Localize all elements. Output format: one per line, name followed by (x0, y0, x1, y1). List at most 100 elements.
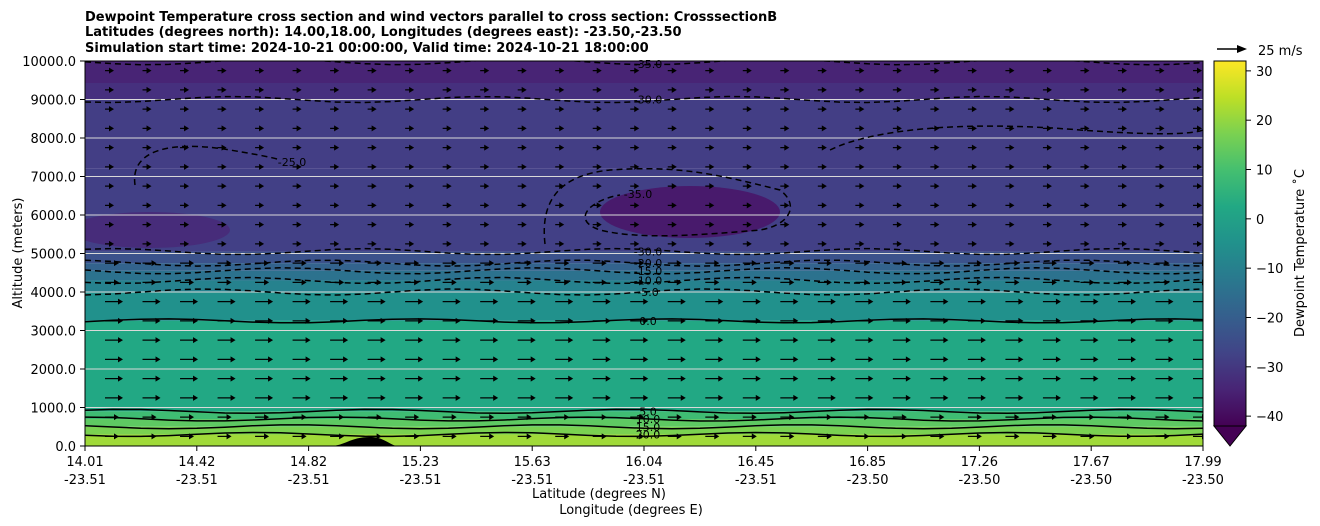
wind-arrow-head (896, 144, 902, 151)
contour-label: 20.0 (636, 428, 661, 441)
wind-arrow-head (1009, 163, 1015, 170)
wind-arrow-head (230, 394, 236, 401)
wind-arrow-head (1084, 240, 1090, 247)
wind-arrow-head (446, 67, 452, 74)
wind-arrow-head (226, 260, 232, 267)
wind-arrow-head (784, 67, 790, 74)
wind-arrow-head (446, 183, 452, 190)
wind-arrow-head (755, 375, 761, 382)
wind-arrow-head (230, 298, 236, 305)
wind-arrow-head (634, 240, 640, 247)
wind-arrow-head (980, 375, 986, 382)
wind-arrow-head (1164, 433, 1170, 440)
wind-arrow-head (118, 394, 123, 401)
x-tick-label-longitude: -23.50 (847, 473, 889, 488)
wind-arrow-head (221, 125, 227, 132)
wind-arrow-head (671, 125, 677, 132)
wind-arrow-head (409, 202, 415, 209)
wind-arrow-head (1197, 202, 1202, 209)
wind-arrow-head (1206, 395, 1211, 401)
wind-arrow-head (109, 240, 114, 247)
x-tick-label-latitude: 17.99 (1184, 455, 1221, 470)
wind-arrow-head (934, 67, 940, 74)
wind-arrow-head (971, 202, 977, 209)
wind-arrow-head (418, 375, 424, 382)
colorbar-label: Dewpoint Temperature ˚C (1292, 169, 1308, 337)
wind-arrow-head (746, 86, 752, 93)
colorbar-tick-label: −10 (1256, 262, 1283, 277)
wind-arrow-head (521, 106, 527, 113)
wind-arrow-head (605, 317, 611, 324)
wind-arrow-head (896, 221, 902, 228)
contour-label: 5.0 (639, 405, 657, 418)
wind-arrow-head (934, 202, 940, 209)
wind-arrow-head (605, 394, 611, 401)
y-tick-label: 7000.0 (31, 171, 77, 186)
wind-arrow-head (155, 356, 161, 363)
wind-arrow-head (671, 67, 677, 74)
colorbar-tick-label: −40 (1256, 410, 1283, 425)
wind-arrow-head (371, 183, 377, 190)
colorbar-tick-label: 20 (1256, 114, 1273, 129)
wind-arrow-head (746, 106, 752, 113)
wind-arrow-head (830, 298, 836, 305)
wind-arrow-head (896, 67, 902, 74)
wind-arrow-head (559, 125, 565, 132)
wind-arrow-head (230, 317, 236, 324)
filled-band (85, 280, 1203, 292)
wind-arrow-head (671, 163, 677, 170)
wind-arrow-head (709, 163, 715, 170)
wind-arrow-head (784, 183, 790, 190)
wind-arrow-head (530, 317, 536, 324)
wind-arrow-head (226, 279, 232, 286)
wind-arrow-head (155, 375, 161, 382)
y-tick-label: 10000.0 (22, 55, 76, 70)
wind-arrow-head (751, 414, 757, 421)
wind-arrow-head (671, 183, 677, 190)
wind-arrow-head (380, 356, 386, 363)
wind-arrow-head (1159, 125, 1165, 132)
wind-arrow-head (446, 221, 452, 228)
wind-arrow-head (451, 433, 457, 440)
wind-arrow-head (334, 183, 340, 190)
x-tick-label-longitude: -23.50 (1182, 473, 1224, 488)
wind-arrow-head (1093, 337, 1099, 344)
wind-arrow-head (1018, 394, 1024, 401)
wind-arrow-head (1046, 144, 1052, 151)
wind-arrow-head (484, 202, 490, 209)
x-tick-label-longitude: -23.51 (176, 473, 218, 488)
wind-arrow-head (151, 260, 157, 267)
wind-arrow-head (1055, 337, 1061, 344)
wind-arrow-head (414, 279, 420, 286)
wind-arrow-head (671, 240, 677, 247)
wind-arrow-head (118, 356, 123, 363)
wind-arrow-head (821, 202, 827, 209)
wind-arrow-head (1084, 183, 1090, 190)
wind-arrow-head (146, 86, 152, 93)
wind-arrow-head (605, 337, 611, 344)
contour-line (85, 424, 1203, 430)
wind-arrow-head (634, 163, 640, 170)
wind-arrow-head (296, 221, 302, 228)
wind-arrow-head (155, 298, 161, 305)
wind-arrow-head (1159, 163, 1165, 170)
y-tick-label: 3000.0 (31, 325, 77, 340)
wind-arrow-head (189, 433, 195, 440)
wind-arrow-head (155, 317, 161, 324)
wind-arrow-head (455, 356, 461, 363)
wind-arrow-head (1084, 163, 1090, 170)
wind-arrow-head (1084, 86, 1090, 93)
filled-band (85, 251, 1203, 264)
wind-arrow-head (1121, 221, 1127, 228)
wind-arrow-head (189, 260, 195, 267)
wind-arrow-head (455, 394, 461, 401)
wind-arrow-head (821, 125, 827, 132)
wind-arrow-head (634, 125, 640, 132)
wind-arrow-head (826, 279, 832, 286)
wind-arrow-head (493, 317, 499, 324)
wind-arrow-head (296, 67, 302, 74)
terrain-bump (330, 437, 398, 446)
wind-arrow-head (146, 125, 152, 132)
wind-arrow-head (155, 394, 161, 401)
wind-arrow-head (980, 356, 986, 363)
